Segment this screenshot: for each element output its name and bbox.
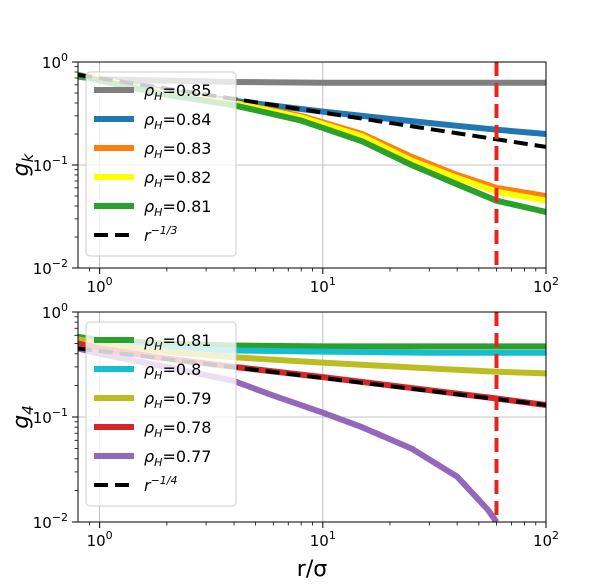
x-axis-label: r/σ <box>297 557 327 582</box>
panel-top: ρH=0.85 ρH=0.84 ρH=0.83 ρH=0.82 ρH=0.81 r−1/3… <box>9 51 559 296</box>
legend-entry: ρH=0.8 <box>144 360 201 382</box>
legend: ρH=0.81 ρH=0.8 ρH=0.79 ρH=0.78 ρH=0.77 r−1/4 <box>85 321 237 507</box>
legend-entry: ρH=0.82 <box>144 168 211 190</box>
panel-bottom: ρH=0.81 ρH=0.8 ρH=0.79 ρH=0.78 ρH=0.77 r−1/4 1… <box>9 301 559 582</box>
y-tick-label: 10−2 <box>33 511 68 532</box>
legend-entry: ρH=0.81 <box>144 197 211 219</box>
x-tick-label: 101 <box>310 529 336 550</box>
x-tick-label: 100 <box>87 529 113 550</box>
y-tick-label: 10−1 <box>33 154 68 175</box>
legend-entry: ρH=0.78 <box>144 418 211 440</box>
legend-entry: ρH=0.79 <box>144 389 211 411</box>
y-axis-label: gk <box>9 152 37 176</box>
y-tick-label: 100 <box>42 51 68 72</box>
x-tick-label: 102 <box>533 529 559 550</box>
legend-entry: r−1/3 <box>144 224 178 245</box>
x-tick-label: 102 <box>533 275 559 296</box>
legend: ρH=0.85 ρH=0.84 ρH=0.83 ρH=0.82 ρH=0.81 r−1/3 <box>85 71 237 257</box>
series-line-5 <box>78 346 546 407</box>
y-tick-label: 10−2 <box>33 257 68 278</box>
y-tick-label: 10−1 <box>33 406 68 427</box>
series-line-5 <box>78 72 546 149</box>
x-tick-label: 100 <box>87 275 113 296</box>
legend-entry: r−1/4 <box>144 474 178 495</box>
y-axis-label: g4 <box>9 405 37 429</box>
y-tick-label: 100 <box>42 301 68 322</box>
legend-entry: ρH=0.84 <box>144 110 211 132</box>
legend-entry: ρH=0.81 <box>144 331 211 353</box>
legend-entry: ρH=0.85 <box>144 81 211 103</box>
legend-entry: ρH=0.83 <box>144 139 211 161</box>
legend-entry: ρH=0.77 <box>144 447 211 469</box>
x-tick-label: 101 <box>310 275 336 296</box>
